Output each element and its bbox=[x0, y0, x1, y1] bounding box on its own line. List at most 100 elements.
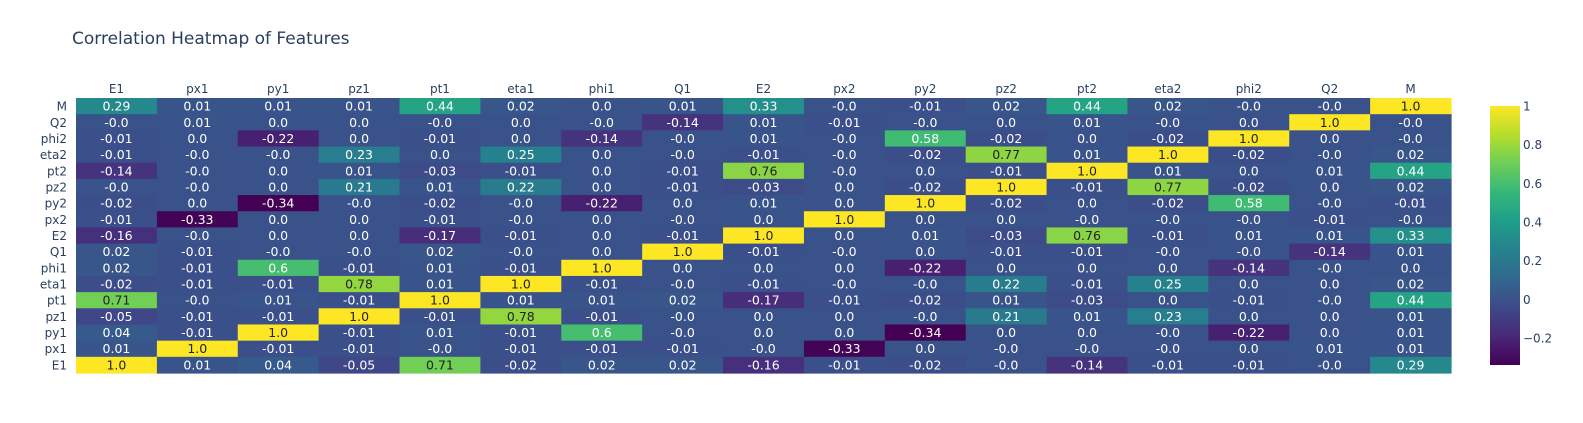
heatmap-cell bbox=[76, 356, 158, 374]
cell-value-label: -0.22 bbox=[1233, 325, 1265, 340]
heatmap-cell bbox=[76, 259, 158, 277]
heatmap-cell bbox=[480, 146, 562, 164]
heatmap-cell bbox=[480, 243, 562, 261]
x-tick-label: pt1 bbox=[430, 82, 450, 96]
cell-value-label: -0.02 bbox=[1152, 196, 1184, 211]
cell-value-label: -0.0 bbox=[994, 341, 1018, 356]
heatmap-cell bbox=[76, 98, 158, 115]
heatmap-cell bbox=[237, 195, 320, 212]
heatmap-cell bbox=[965, 227, 1048, 245]
cell-value-label: -0.14 bbox=[1071, 357, 1103, 372]
heatmap-cell bbox=[1127, 259, 1209, 277]
heatmap-cell bbox=[1046, 227, 1129, 245]
heatmap-cell bbox=[1289, 211, 1371, 229]
cell-value-label: 0.01 bbox=[1397, 309, 1425, 324]
cell-value-label: -0.01 bbox=[747, 147, 779, 162]
cell-value-label: -0.0 bbox=[1237, 212, 1261, 227]
cell-value-label: -0.02 bbox=[505, 357, 537, 372]
cell-value-label: -0.0 bbox=[1156, 115, 1180, 130]
heatmap-cell bbox=[237, 114, 320, 131]
heatmap-cell bbox=[318, 98, 401, 115]
cell-value-label: 0.02 bbox=[426, 244, 454, 259]
colorbar-tick-label: 0.2 bbox=[1523, 254, 1542, 268]
cell-value-label: 0.02 bbox=[669, 357, 697, 372]
cell-value-label: 0.0 bbox=[592, 212, 612, 227]
heatmap-cell bbox=[1370, 114, 1452, 131]
heatmap-cell bbox=[1046, 308, 1129, 326]
heatmap-cell bbox=[1370, 195, 1452, 212]
heatmap-cell bbox=[803, 324, 886, 342]
heatmap-cell bbox=[480, 98, 562, 115]
heatmap-cell bbox=[884, 162, 967, 180]
cell-value-label: 0.0 bbox=[1158, 260, 1178, 275]
cell-value-label: -0.01 bbox=[828, 293, 860, 308]
cell-value-label: 0.0 bbox=[349, 212, 369, 227]
heatmap-cell bbox=[965, 259, 1048, 277]
cell-value-label: 0.01 bbox=[1397, 325, 1425, 340]
heatmap-cell bbox=[803, 114, 886, 131]
cell-value-label: -0.33 bbox=[828, 341, 860, 356]
colorbar-ticks: 1 0.8 0.6 0.4 0.2 0 −0.2 bbox=[1523, 100, 1552, 346]
cell-value-label: 0.0 bbox=[673, 260, 693, 275]
cell-value-label: 0.01 bbox=[183, 99, 211, 114]
heatmap-cell bbox=[561, 130, 643, 148]
heatmap-cell bbox=[642, 324, 724, 342]
cell-value-label: 0.0 bbox=[673, 196, 693, 211]
heatmap-cell bbox=[480, 259, 562, 277]
cell-value-label: 0.76 bbox=[1073, 228, 1101, 243]
heatmap-cell bbox=[642, 340, 724, 358]
heatmap-cell bbox=[399, 114, 482, 131]
cell-value-label: 0.0 bbox=[187, 131, 207, 146]
cell-value-label: -0.0 bbox=[832, 244, 856, 259]
heatmap-cell bbox=[1046, 162, 1129, 180]
heatmap-cell bbox=[480, 130, 562, 148]
cell-value-label: -0.0 bbox=[1237, 244, 1261, 259]
cell-value-label: -0.01 bbox=[505, 260, 537, 275]
heatmap-cell bbox=[1208, 146, 1290, 164]
cell-value-label: 0.01 bbox=[1397, 244, 1425, 259]
heatmap-cell bbox=[1370, 356, 1452, 374]
cell-value-label: -0.01 bbox=[666, 163, 698, 178]
heatmap-cell bbox=[76, 162, 158, 180]
cell-value-label: -0.03 bbox=[424, 163, 456, 178]
cell-value-label: 1.0 bbox=[1077, 163, 1097, 178]
heatmap-cell bbox=[1370, 146, 1452, 164]
heatmap-cell bbox=[723, 227, 805, 245]
x-tick-label: phi2 bbox=[1236, 82, 1262, 96]
cell-value-label: 0.01 bbox=[264, 99, 292, 114]
cell-value-label: 1.0 bbox=[106, 357, 126, 372]
heatmap-cell bbox=[1127, 340, 1209, 358]
heatmap-cell bbox=[1127, 324, 1209, 342]
heatmap-cell bbox=[1208, 98, 1290, 115]
heatmap-cell bbox=[1127, 275, 1209, 293]
heatmap-cell bbox=[1127, 146, 1209, 164]
cell-value-label: -0.22 bbox=[262, 131, 294, 146]
heatmap-cell bbox=[156, 178, 239, 196]
heatmap-cell bbox=[1127, 162, 1209, 180]
cell-value-label: 0.0 bbox=[834, 309, 854, 324]
heatmap-cell bbox=[723, 130, 805, 148]
heatmap-cell bbox=[1208, 211, 1290, 229]
cell-value-label: -0.0 bbox=[428, 115, 452, 130]
heatmap-cell bbox=[1208, 130, 1290, 148]
cell-value-label: 0.02 bbox=[1397, 147, 1425, 162]
heatmap-cell bbox=[642, 195, 724, 212]
heatmap-cell bbox=[399, 211, 482, 229]
cell-value-label: 0.0 bbox=[1077, 260, 1097, 275]
heatmap-cell bbox=[884, 227, 967, 245]
cell-value-label: -0.01 bbox=[100, 212, 132, 227]
x-tick-label: eta2 bbox=[1154, 82, 1181, 96]
heatmap-cell bbox=[1208, 178, 1290, 196]
cell-value-label: 0.0 bbox=[349, 115, 369, 130]
cell-value-label: 0.0 bbox=[1320, 131, 1340, 146]
heatmap-cell bbox=[156, 243, 239, 261]
cell-value-label: -0.0 bbox=[1317, 99, 1341, 114]
heatmap-cell bbox=[642, 114, 724, 131]
heatmap-cell bbox=[318, 211, 401, 229]
heatmap-cell bbox=[803, 178, 886, 196]
heatmap-cell bbox=[318, 308, 401, 326]
heatmap-cell bbox=[561, 98, 643, 115]
cell-value-label: 0.0 bbox=[268, 228, 288, 243]
cell-value-label: 0.44 bbox=[1397, 293, 1425, 308]
heatmap-cell bbox=[1289, 292, 1371, 309]
